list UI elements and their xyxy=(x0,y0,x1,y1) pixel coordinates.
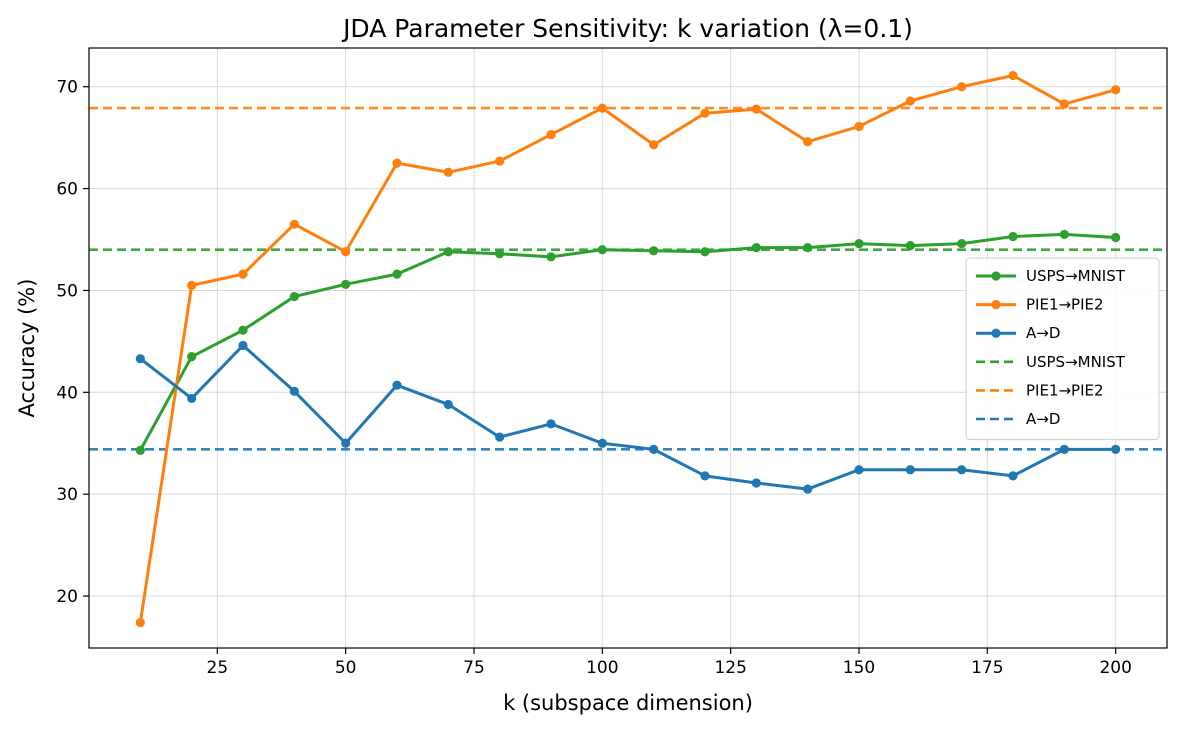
data-point-pie1-pie2 xyxy=(803,137,813,147)
data-point-usps-mnist xyxy=(751,243,761,253)
data-point-a-d xyxy=(1111,444,1121,454)
legend: USPS→MNIST PIE1→PIE2 A→D USPS→MNIST PIE1→PIE… xyxy=(965,257,1160,441)
legend-label: USPS→MNIST xyxy=(1026,353,1126,371)
plot-frame xyxy=(88,47,1168,649)
data-point-pie1-pie2 xyxy=(238,269,248,279)
x-tick-label: 25 xyxy=(207,658,229,678)
data-point-pie1-pie2 xyxy=(854,121,864,132)
series-a-d xyxy=(135,340,1121,494)
data-point-usps-mnist xyxy=(700,247,710,257)
x-axis-title: k (subspace dimension) xyxy=(503,691,753,715)
data-point-a-d xyxy=(392,380,402,390)
data-point-usps-mnist xyxy=(1008,231,1018,242)
series-usps-mnist xyxy=(135,229,1121,455)
data-point-usps-mnist xyxy=(905,241,915,251)
legend-label: A→D xyxy=(1026,410,1060,428)
data-point-usps-mnist xyxy=(803,243,813,253)
y-tick-label: 40 xyxy=(56,383,78,403)
data-point-pie1-pie2 xyxy=(392,158,402,168)
data-point-usps-mnist xyxy=(854,238,864,249)
data-point-a-d xyxy=(751,478,761,488)
data-point-pie1-pie2 xyxy=(1111,85,1121,95)
data-point-a-d xyxy=(1008,471,1018,481)
legend-swatch-marker xyxy=(991,328,1001,338)
data-point-pie1-pie2 xyxy=(443,167,453,177)
series-layer xyxy=(135,70,1121,628)
data-point-pie1-pie2 xyxy=(905,96,915,106)
data-point-usps-mnist xyxy=(238,325,248,335)
x-tick-label: 150 xyxy=(843,658,875,678)
data-point-pie1-pie2 xyxy=(341,247,351,257)
series-line-pie1-pie2 xyxy=(138,74,1117,623)
data-point-pie1-pie2 xyxy=(546,129,556,140)
series-line-a-d xyxy=(139,343,1116,491)
data-point-usps-mnist xyxy=(957,238,967,249)
data-point-a-d xyxy=(546,419,556,429)
data-point-usps-mnist xyxy=(392,269,402,279)
data-point-a-d xyxy=(495,432,505,442)
data-point-a-d xyxy=(187,393,197,404)
data-point-a-d xyxy=(957,465,967,475)
data-point-a-d xyxy=(238,340,248,351)
data-point-pie1-pie2 xyxy=(751,104,761,114)
data-point-pie1-pie2 xyxy=(649,140,659,150)
legend-swatch-marker xyxy=(991,271,1001,281)
data-point-usps-mnist xyxy=(597,245,607,255)
data-point-pie1-pie2 xyxy=(957,82,967,92)
data-point-usps-mnist xyxy=(1111,232,1121,243)
chart-title: JDA Parameter Sensitivity: k variation (… xyxy=(341,14,913,43)
tick-layer: 25 50 75 100 125 150 175 200 20 30 40 50 60 70 xyxy=(56,78,1132,678)
data-point-a-d xyxy=(443,399,453,410)
data-point-pie1-pie2 xyxy=(1008,70,1018,81)
data-point-pie1-pie2 xyxy=(289,219,299,229)
legend-label: PIE1→PIE2 xyxy=(1026,381,1104,399)
data-point-usps-mnist xyxy=(546,252,556,262)
x-tick-label: 200 xyxy=(1099,658,1131,678)
x-tick-label: 75 xyxy=(463,658,485,678)
data-point-a-d xyxy=(289,386,299,396)
data-point-pie1-pie2 xyxy=(700,108,710,118)
data-point-usps-mnist xyxy=(1059,229,1069,240)
x-tick-label: 125 xyxy=(714,658,746,678)
data-point-a-d xyxy=(1059,444,1069,454)
y-tick-label: 70 xyxy=(56,78,78,98)
legend-label: USPS→MNIST xyxy=(1026,267,1126,285)
data-point-usps-mnist xyxy=(187,352,197,362)
data-point-pie1-pie2 xyxy=(597,103,607,113)
data-point-a-d xyxy=(597,438,607,448)
data-point-a-d xyxy=(135,354,145,364)
y-tick-label: 20 xyxy=(56,587,78,607)
data-point-pie1-pie2 xyxy=(495,156,505,166)
y-axis-title: Accuracy (%) xyxy=(15,279,39,418)
legend-label: A→D xyxy=(1026,324,1060,342)
data-point-a-d xyxy=(905,465,915,475)
data-point-pie1-pie2 xyxy=(135,617,145,628)
data-point-usps-mnist xyxy=(443,247,453,257)
data-point-pie1-pie2 xyxy=(1059,99,1069,109)
y-tick-label: 50 xyxy=(56,281,78,301)
legend-label: PIE1→PIE2 xyxy=(1026,296,1104,314)
data-point-usps-mnist xyxy=(649,246,659,256)
series-pie1-pie2 xyxy=(135,70,1121,628)
x-tick-label: 175 xyxy=(971,658,1003,678)
data-point-a-d xyxy=(854,465,864,475)
data-point-usps-mnist xyxy=(135,445,145,455)
series-line-usps-mnist xyxy=(139,232,1116,452)
data-point-a-d xyxy=(700,471,710,481)
y-tick-label: 30 xyxy=(56,485,78,505)
data-point-usps-mnist xyxy=(495,249,505,259)
data-point-a-d xyxy=(803,484,813,494)
legend-box xyxy=(965,257,1160,441)
y-tick-label: 60 xyxy=(56,180,78,200)
x-tick-label: 100 xyxy=(586,658,618,678)
legend-swatch-marker xyxy=(991,300,1001,310)
x-tick-label: 50 xyxy=(335,658,357,678)
data-point-usps-mnist xyxy=(341,279,351,289)
data-point-a-d xyxy=(649,444,659,454)
data-point-a-d xyxy=(341,438,351,448)
data-point-usps-mnist xyxy=(289,291,299,302)
data-point-pie1-pie2 xyxy=(187,280,197,290)
